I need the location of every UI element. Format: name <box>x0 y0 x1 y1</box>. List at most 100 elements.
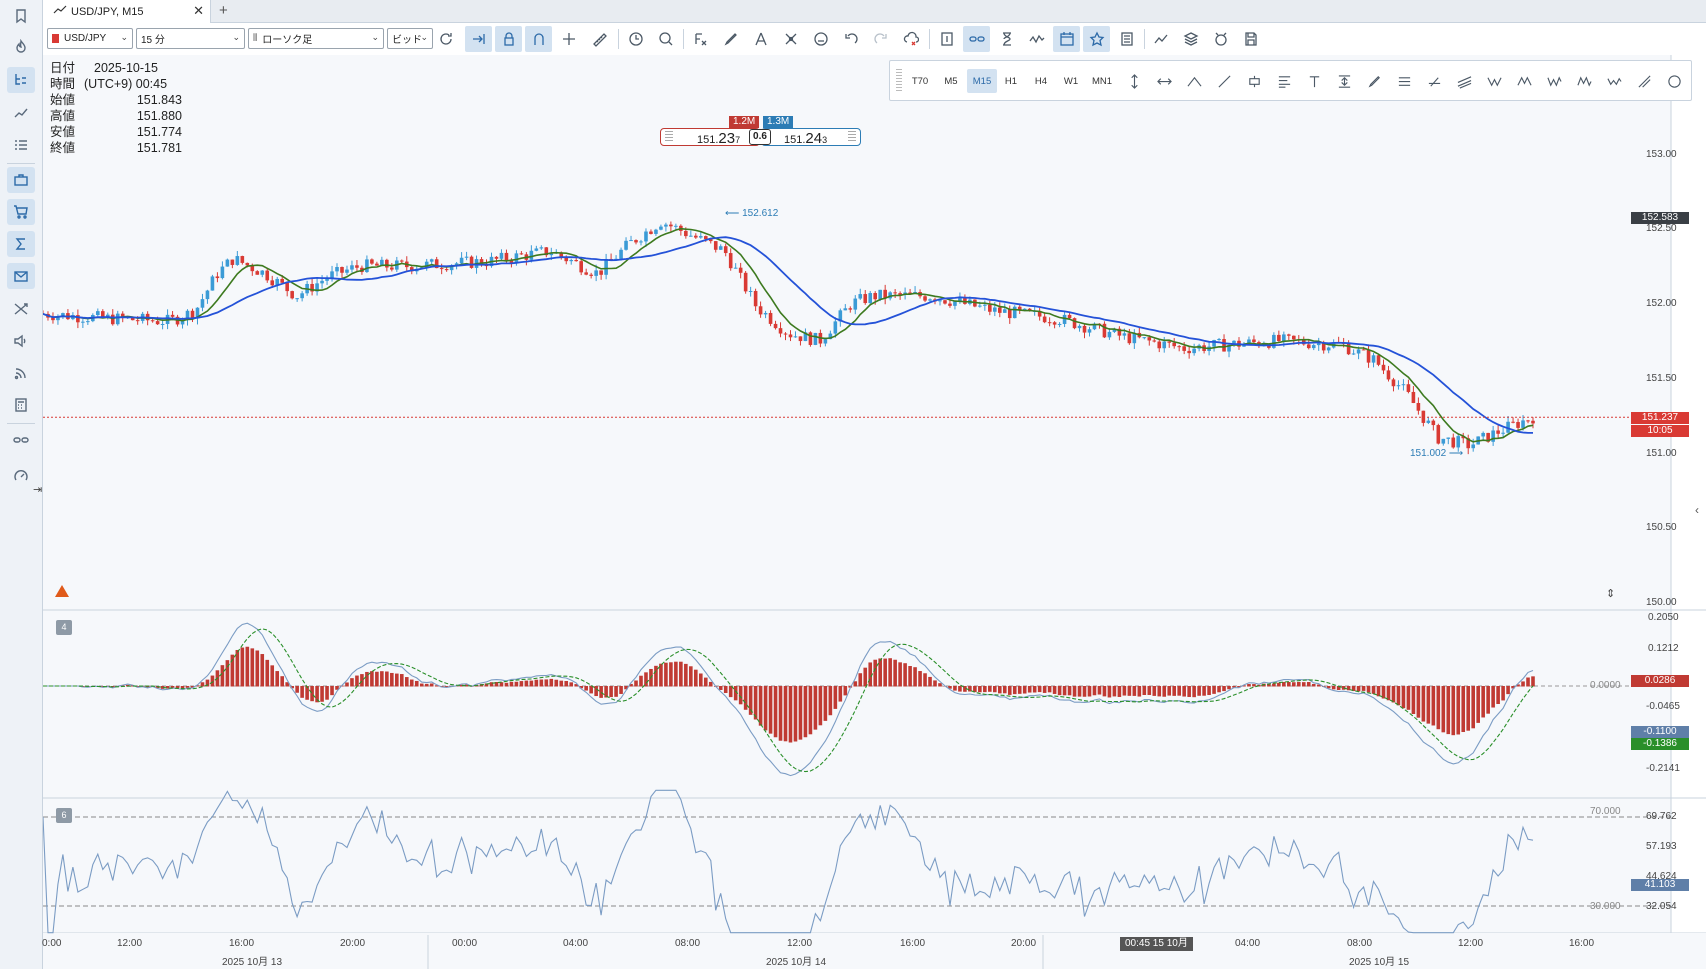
candle-body <box>1112 328 1117 332</box>
wave-icon[interactable] <box>1023 26 1050 52</box>
rss-icon[interactable] <box>7 360 35 386</box>
tf-h4[interactable]: H4 <box>1034 75 1048 87</box>
sell-button[interactable]: 151.237 <box>660 128 760 147</box>
scale-toggle-icon[interactable]: ⇕ <box>1606 588 1616 600</box>
price-label-icon[interactable] <box>1241 69 1267 93</box>
redo-icon[interactable] <box>867 26 894 52</box>
macd-bar <box>1491 686 1495 708</box>
candle-body <box>743 272 748 292</box>
warning-icon[interactable] <box>55 585 69 597</box>
drag-handle-icon[interactable] <box>896 69 902 93</box>
chart-type-select[interactable]: ⫴ ローソク足 ⌄ <box>248 28 384 49</box>
face-icon[interactable] <box>807 26 834 52</box>
fibonacci-icon[interactable] <box>1271 69 1297 93</box>
macd-pane-badge[interactable]: 4 <box>56 620 72 635</box>
chart-area[interactable] <box>43 55 1706 969</box>
briefcase-icon[interactable] <box>7 167 35 193</box>
macd-bar <box>669 662 673 687</box>
pattern-4-icon[interactable] <box>1571 69 1597 93</box>
tf-h1[interactable]: H1 <box>1004 75 1018 87</box>
indicators-icon[interactable] <box>1147 26 1174 52</box>
cross-line-icon[interactable] <box>1421 69 1447 93</box>
pattern-3-icon[interactable] <box>1541 69 1567 93</box>
pitchfork-icon[interactable] <box>1631 69 1657 93</box>
refresh-icon[interactable] <box>432 26 459 52</box>
timeframe-select[interactable]: 15 分 ⌄ <box>136 28 245 49</box>
pattern-5-icon[interactable] <box>1601 69 1627 93</box>
clock-icon[interactable] <box>622 26 649 52</box>
ruler-icon[interactable] <box>585 26 612 52</box>
text-icon[interactable] <box>1301 69 1327 93</box>
tf-w1[interactable]: W1 <box>1063 75 1079 87</box>
vertical-line-icon[interactable] <box>1121 69 1147 93</box>
symbol-select[interactable]: USD/JPY ⌄ <box>47 28 133 49</box>
range-icon[interactable] <box>1331 69 1357 93</box>
hierarchy-icon[interactable] <box>7 67 35 93</box>
star-icon[interactable] <box>1083 26 1110 52</box>
crossing-arrows-icon[interactable] <box>7 296 35 322</box>
tf-t70[interactable]: T70 <box>911 75 929 87</box>
compass-icon[interactable] <box>747 26 774 52</box>
tab-close-button[interactable]: ✕ <box>193 3 204 18</box>
pattern-2-icon[interactable] <box>1511 69 1537 93</box>
tab-usdjpy[interactable]: USD/JPY, M15 ✕ <box>43 0 211 23</box>
list-icon[interactable] <box>7 132 35 158</box>
spread-value: 0.6 <box>749 129 771 145</box>
crosshair-icon[interactable] <box>555 26 582 52</box>
pencil-icon[interactable] <box>717 26 744 52</box>
collapse-right-panel-icon[interactable]: ‹ <box>1695 503 1699 517</box>
circle-icon[interactable] <box>1661 69 1687 93</box>
macd-bar <box>380 671 384 687</box>
link-icon[interactable] <box>7 427 35 453</box>
sigma-icon[interactable] <box>7 231 35 257</box>
calculator-icon[interactable] <box>7 392 35 418</box>
candle-body <box>758 306 763 315</box>
save-icon[interactable] <box>1237 26 1264 52</box>
network-icon[interactable] <box>777 26 804 52</box>
add-tab-button[interactable]: + <box>219 2 228 19</box>
candle-body <box>494 256 499 259</box>
lock-icon[interactable] <box>495 26 522 52</box>
undo-icon[interactable] <box>837 26 864 52</box>
link-chart-icon[interactable] <box>963 26 990 52</box>
info-icon[interactable] <box>933 26 960 52</box>
layers-list-icon[interactable] <box>1113 26 1140 52</box>
trendline-icon[interactable] <box>1211 69 1237 93</box>
layers-icon[interactable] <box>1177 26 1204 52</box>
zoom-icon[interactable] <box>652 26 679 52</box>
trend-icon[interactable] <box>7 100 35 126</box>
magnet-icon[interactable] <box>525 26 552 52</box>
pattern-1-icon[interactable] <box>1481 69 1507 93</box>
speaker-icon[interactable] <box>7 328 35 354</box>
buy-button[interactable]: 151.243 <box>761 128 861 147</box>
candle-body <box>355 265 359 268</box>
theme-icon[interactable] <box>1207 26 1234 52</box>
tf-mn1[interactable]: MN1 <box>1091 75 1113 87</box>
calendar-icon[interactable] <box>1053 26 1080 52</box>
macd-bar <box>365 671 369 687</box>
chart-canvas[interactable] <box>43 55 1706 969</box>
speedometer-icon[interactable] <box>7 463 35 489</box>
tf-m15[interactable]: M15 <box>967 69 997 93</box>
cloud-delete-icon[interactable] <box>897 26 924 52</box>
candle-body <box>300 293 304 299</box>
cart-icon[interactable] <box>7 199 35 225</box>
bookmark-icon[interactable] <box>7 3 35 29</box>
macd-bar <box>743 686 748 710</box>
horizontal-line-icon[interactable] <box>1151 69 1177 93</box>
fire-icon[interactable] <box>7 34 35 60</box>
macd-bar <box>1386 686 1391 701</box>
candle-body <box>579 261 583 273</box>
tf-m5[interactable]: M5 <box>944 75 958 87</box>
channel-icon[interactable] <box>1391 69 1417 93</box>
parallel-channel-icon[interactable] <box>1451 69 1477 93</box>
function-icon[interactable] <box>687 26 714 52</box>
mail-icon[interactable] <box>7 263 35 289</box>
expand-sidebar-icon[interactable]: ⇥ <box>33 484 43 496</box>
rsi-pane-badge[interactable]: 6 <box>56 808 72 823</box>
angle-icon[interactable] <box>1181 69 1207 93</box>
brush-icon[interactable] <box>1361 69 1387 93</box>
price-side-select[interactable]: ビッド ⌄ <box>387 28 433 49</box>
hourglass-icon[interactable] <box>993 26 1020 52</box>
autoscroll-icon[interactable] <box>465 26 492 52</box>
